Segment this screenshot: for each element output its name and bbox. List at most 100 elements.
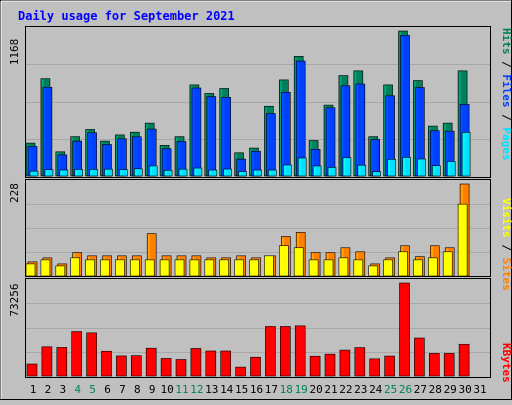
- visits-bar: [442, 251, 453, 277]
- files-bar-highlight: [446, 132, 448, 175]
- kbytes-bar-body: [294, 325, 306, 377]
- files-bar-highlight: [29, 147, 31, 175]
- kbytes-bar: [220, 350, 231, 377]
- pages-bar-body: [417, 158, 426, 177]
- x-tick-label: 21: [324, 383, 337, 396]
- pages-bar: [119, 169, 128, 177]
- kbytes-bar: [428, 353, 440, 377]
- pages-bar-body: [238, 171, 247, 177]
- files-bar-highlight: [282, 93, 284, 175]
- pages-bar-highlight: [194, 169, 197, 175]
- x-tick-label: 6: [104, 383, 111, 396]
- x-tick-label: 24: [369, 383, 383, 396]
- x-tick-label: 4: [74, 383, 81, 396]
- visits-bar-highlight: [131, 260, 133, 275]
- pages-bar-body: [297, 157, 307, 177]
- kbytes-bar: [41, 346, 53, 377]
- chart-title: Daily usage for September 2021: [18, 9, 235, 23]
- kbytes-bar: [399, 282, 410, 377]
- pages-bar-body: [372, 171, 382, 177]
- visits-bar-body: [264, 255, 274, 277]
- files-bar: [191, 87, 202, 177]
- kbytes-bar: [160, 358, 172, 377]
- pages-bar-highlight: [31, 172, 33, 175]
- pages-bar-body: [104, 168, 113, 177]
- kbytes-bar: [294, 325, 306, 377]
- visits-bar: [40, 259, 51, 277]
- files-bar: [370, 139, 381, 177]
- pages-bar-body: [193, 167, 203, 177]
- visits-bar: [383, 259, 393, 277]
- visits-bar: [353, 259, 364, 277]
- kbytes-bar: [175, 359, 187, 377]
- pages-bar: [461, 132, 471, 177]
- kbytes-bar-highlight: [251, 358, 253, 375]
- files-bar: [325, 107, 336, 177]
- visits-bar-highlight: [205, 260, 208, 275]
- top-legend: Hits / Files / Pages: [500, 28, 512, 161]
- visits-bar: [323, 259, 334, 277]
- x-tick-label: 30: [458, 383, 471, 396]
- visits-bar-body: [442, 251, 453, 277]
- kbytes-bar-highlight: [221, 351, 224, 375]
- kbytes-bar-body: [56, 347, 68, 377]
- x-tick-label: 23: [354, 383, 367, 396]
- pages-bar-highlight: [284, 165, 286, 175]
- pages-bar: [208, 169, 218, 177]
- pages-bar-highlight: [463, 133, 465, 175]
- pages-bar-body: [223, 168, 232, 177]
- kbytes-bar-highlight: [147, 349, 149, 375]
- visits-bar: [115, 259, 125, 277]
- kbytes-bar-body: [265, 326, 276, 377]
- pages-bar: [446, 161, 456, 177]
- visits-bar-body: [383, 259, 393, 277]
- pages-bar: [148, 165, 158, 177]
- files-bar-highlight: [416, 88, 418, 175]
- kbytes-bar: [190, 348, 202, 377]
- pages-bar: [357, 164, 367, 177]
- pages-bar: [297, 157, 307, 177]
- kbytes-bar-highlight: [355, 348, 358, 375]
- visits-bar-body: [189, 259, 200, 277]
- kbytes-bar-highlight: [236, 368, 239, 375]
- kbytes-bar: [265, 326, 276, 377]
- kbytes-bar: [101, 350, 112, 377]
- kbytes-bar-highlight: [281, 327, 283, 375]
- visits-bar: [219, 259, 229, 277]
- pages-bar-body: [431, 165, 441, 177]
- visits-bar-body: [308, 259, 319, 277]
- visits-bar-highlight: [146, 260, 148, 275]
- visits-bar-body: [159, 259, 170, 277]
- kbytes-bar-body: [458, 343, 470, 377]
- kbytes-bar-body: [414, 337, 425, 377]
- x-tick-label: 5: [89, 383, 96, 396]
- pages-bar-body: [268, 169, 277, 177]
- pages-bar-body: [178, 168, 188, 177]
- kbytes-bar-highlight: [72, 332, 75, 375]
- visits-bar: [278, 245, 289, 277]
- legend-kbytes: KBytes: [500, 343, 512, 383]
- visits-bar: [457, 203, 468, 277]
- kbytes-bar-body: [428, 353, 440, 377]
- pages-bar: [223, 168, 232, 177]
- kbytes-bar: [86, 332, 97, 377]
- kbytes-bar-body: [309, 355, 321, 377]
- files-bar-highlight: [73, 142, 76, 175]
- pages-bar-highlight: [120, 170, 122, 175]
- visits-bar-body: [70, 257, 80, 277]
- x-tick-label: 13: [205, 383, 218, 396]
- legend-sep: /: [500, 108, 512, 128]
- kbytes-bar: [56, 347, 68, 377]
- files-bar-highlight: [267, 114, 269, 175]
- visits-bar-body: [144, 259, 155, 277]
- kbytes-bar-highlight: [57, 348, 60, 375]
- kbytes-bar-highlight: [177, 360, 179, 375]
- files-bar-highlight: [327, 108, 329, 175]
- pages-bar-highlight: [75, 170, 78, 175]
- files-bar-highlight: [163, 149, 165, 175]
- pages-bar-highlight: [388, 160, 391, 175]
- visits-bar: [413, 259, 423, 277]
- x-tick-label: 10: [160, 383, 173, 396]
- visits-bar-body: [85, 259, 95, 277]
- bottom-legend: KBytes: [500, 343, 512, 383]
